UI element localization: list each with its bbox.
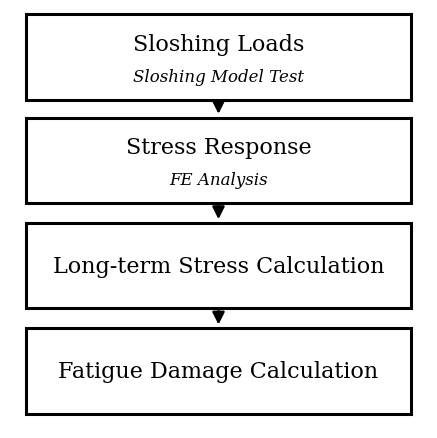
FancyBboxPatch shape <box>26 118 411 204</box>
Text: Sloshing Loads: Sloshing Loads <box>133 34 304 56</box>
FancyBboxPatch shape <box>26 223 411 309</box>
FancyBboxPatch shape <box>26 15 411 101</box>
Text: Fatigue Damage Calculation: Fatigue Damage Calculation <box>59 360 378 382</box>
Text: FE Analysis: FE Analysis <box>169 171 268 188</box>
Text: Long-term Stress Calculation: Long-term Stress Calculation <box>53 255 384 277</box>
Text: Sloshing Model Test: Sloshing Model Test <box>133 68 304 85</box>
FancyBboxPatch shape <box>26 328 411 414</box>
Text: Stress Response: Stress Response <box>126 137 311 159</box>
